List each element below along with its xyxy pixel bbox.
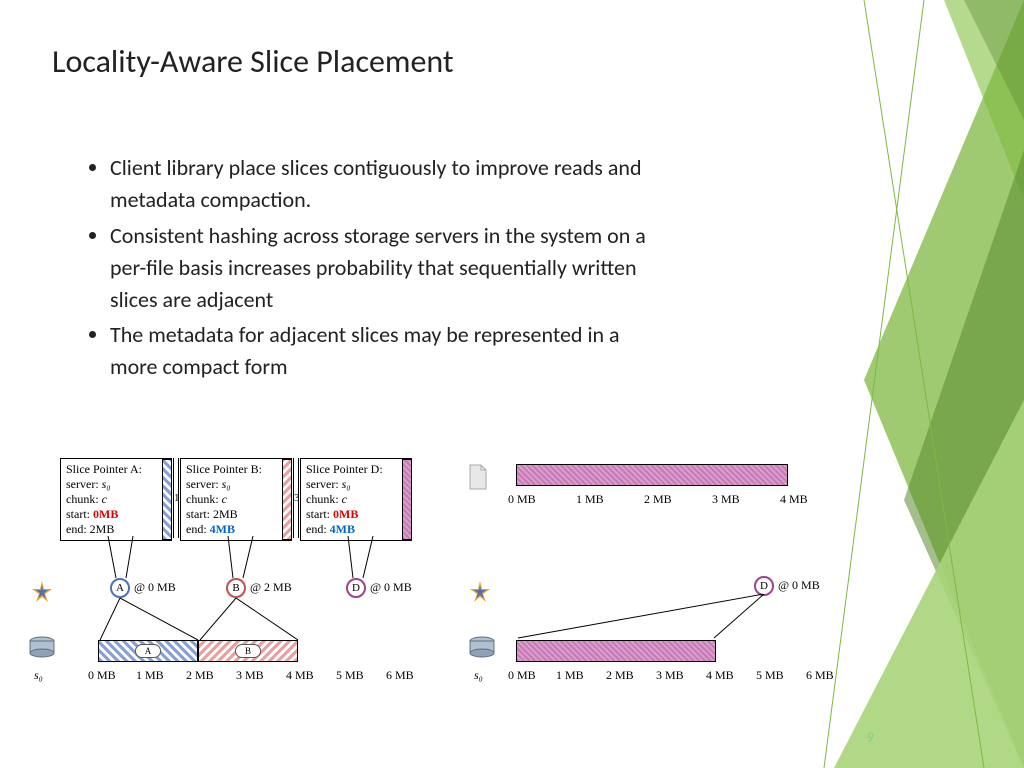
axis-tick: 4 MB xyxy=(706,668,734,683)
axis-tick: 2 MB xyxy=(644,492,672,507)
pointer-box-a: Slice Pointer A: server: s₀ chunk: c sta… xyxy=(60,458,172,541)
bullet-item: The metadata for adjacent slices may be … xyxy=(110,319,648,383)
pill-b: B xyxy=(235,644,261,658)
file-icon xyxy=(468,464,488,490)
node-d-label: @ 0 MB xyxy=(370,580,412,595)
node-d-right-label: @ 0 MB xyxy=(778,578,820,593)
axis-tick: 3 MB xyxy=(712,492,740,507)
axis-tick: 0 MB xyxy=(508,668,536,683)
star-icon xyxy=(468,580,492,604)
axis-tick: 5 MB xyxy=(336,668,364,683)
pill-a: A xyxy=(135,644,161,658)
separator-label: 1 xyxy=(174,492,180,504)
page-number: 9 xyxy=(867,729,874,746)
bullet-list: Client library place slices contiguously… xyxy=(88,152,648,387)
axis-tick: 3 MB xyxy=(236,668,264,683)
axis-tick: 4 MB xyxy=(780,492,808,507)
axis-tick: 3 MB xyxy=(656,668,684,683)
diagram-left: Slice Pointer A: server: s₀ chunk: c sta… xyxy=(28,458,458,728)
page-title: Locality-Aware Slice Placement xyxy=(52,42,454,81)
axis-tick: 0 MB xyxy=(508,492,536,507)
diagram-right: 0 MB 1 MB 2 MB 3 MB 4 MB D @ 0 MB s₀ 0 M… xyxy=(468,458,918,728)
bullet-item: Client library place slices contiguously… xyxy=(110,152,648,216)
node-d-right: D xyxy=(754,576,774,596)
bar-d-bottom xyxy=(516,640,716,662)
server-icon xyxy=(28,636,56,658)
node-b-label: @ 2 MB xyxy=(250,580,292,595)
pointer-box-d: Slice Pointer D: server: s₀ chunk: c sta… xyxy=(300,458,412,541)
slide: Locality-Aware Slice Placement Client li… xyxy=(0,0,1024,768)
pointer-box-b: Slice Pointer B: server: s₀ chunk: c sta… xyxy=(180,458,292,541)
axis-tick: 6 MB xyxy=(386,668,414,683)
axis-tick: 1 MB xyxy=(556,668,584,683)
node-bar-lines-right xyxy=(514,594,814,644)
separator-label: 3 xyxy=(294,492,300,504)
s0-label: s₀ xyxy=(474,668,483,683)
axis-tick: 5 MB xyxy=(756,668,784,683)
server-icon xyxy=(468,636,496,658)
axis-tick: 0 MB xyxy=(88,668,116,683)
axis-tick: 4 MB xyxy=(286,668,314,683)
axis-tick: 1 MB xyxy=(576,492,604,507)
bullet-item: Consistent hashing across storage server… xyxy=(110,220,648,316)
bar-d-top xyxy=(516,464,788,486)
axis-tick: 2 MB xyxy=(606,668,634,683)
axis-tick: 2 MB xyxy=(186,668,214,683)
node-a-label: @ 0 MB xyxy=(134,580,176,595)
star-icon xyxy=(30,580,54,604)
node-d: D xyxy=(346,578,366,598)
s0-label: s₀ xyxy=(34,668,43,683)
node-b: B xyxy=(226,578,246,598)
axis-tick: 6 MB xyxy=(806,668,834,683)
axis-tick: 1 MB xyxy=(136,668,164,683)
node-a: A xyxy=(110,578,130,598)
